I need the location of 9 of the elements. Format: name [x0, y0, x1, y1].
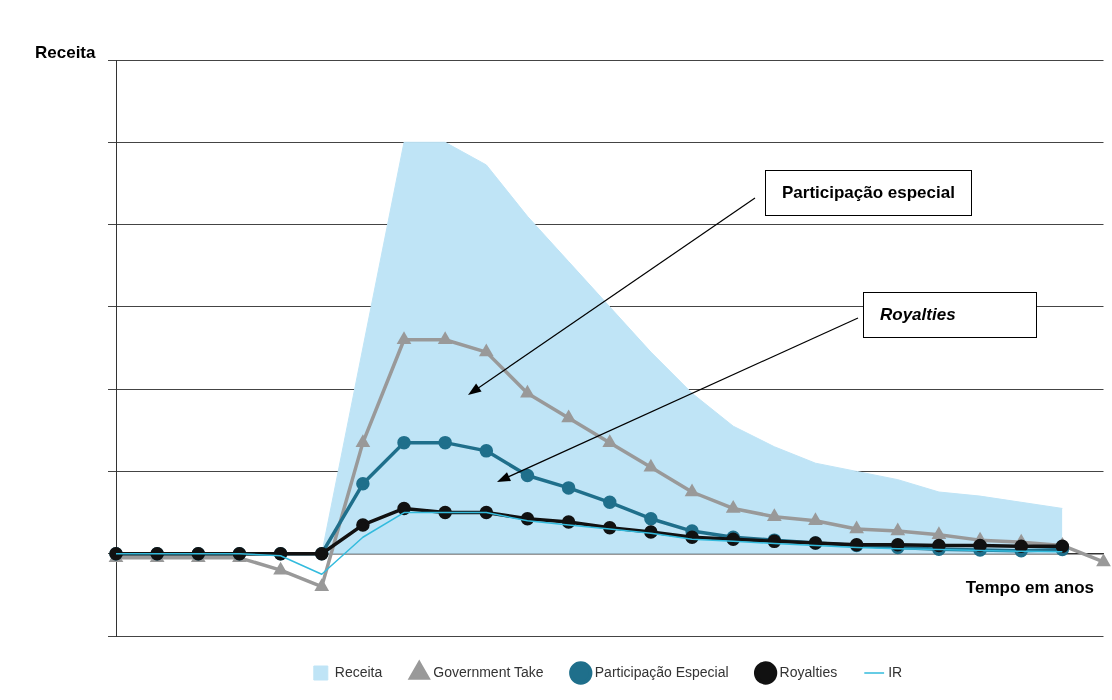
callout-box: Participação especial: [765, 170, 972, 216]
legend-label: Receita: [334, 663, 383, 680]
x-axis-title: Tempo em anos: [965, 578, 1094, 598]
legend-label: Government Take: [433, 663, 544, 680]
legend-label: Participação Especial: [594, 663, 729, 680]
legend-label: Royalties: [779, 663, 838, 680]
y-axis-title: Receita: [35, 43, 96, 63]
legend-label: IR: [888, 663, 903, 680]
callout-box: Royalties: [863, 292, 1037, 338]
